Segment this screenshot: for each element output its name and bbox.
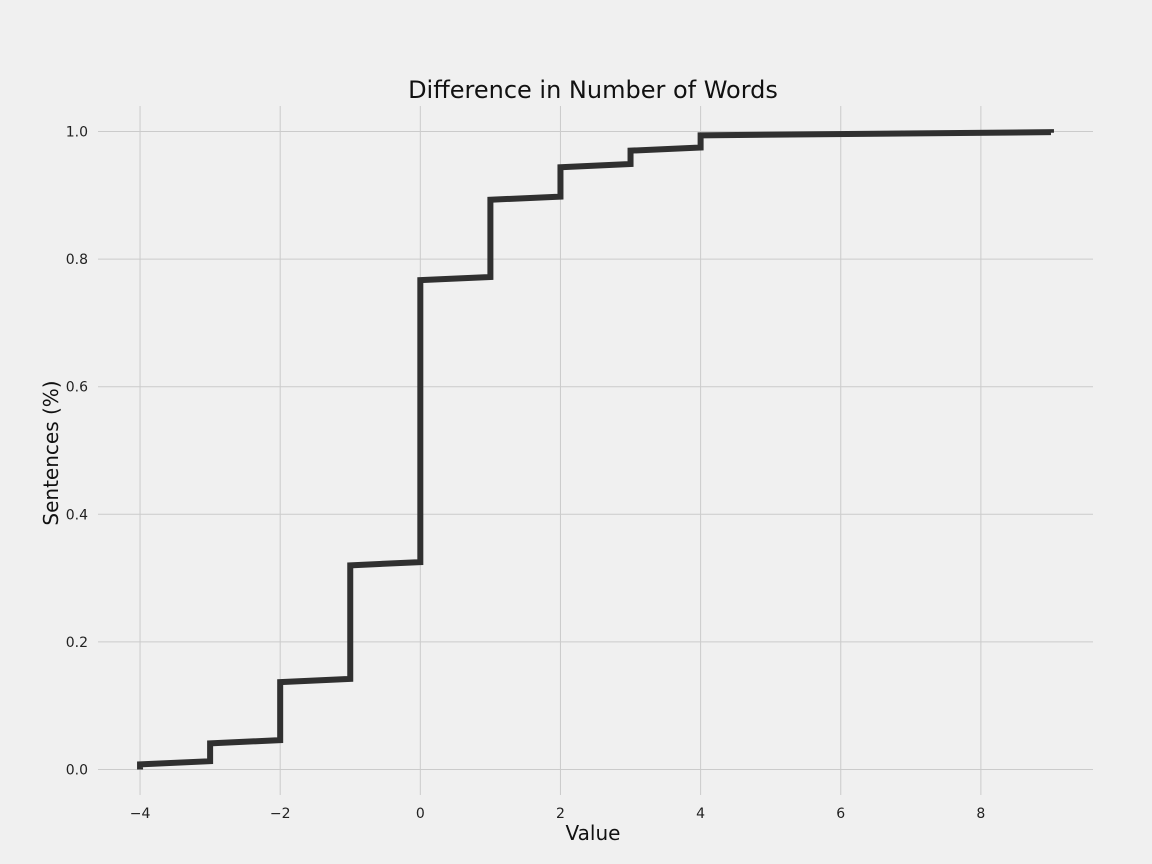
x-tick-label: −2 [270, 806, 291, 822]
x-tick-label: 6 [836, 806, 845, 822]
y-tick-label: 1.0 [66, 125, 88, 141]
y-axis-label: Sentences (%) [39, 380, 63, 525]
y-tick-label: 0.0 [66, 762, 88, 778]
x-tick-label: −4 [130, 806, 151, 822]
x-tick-label: 8 [976, 806, 985, 822]
x-tick-label: 4 [696, 806, 705, 822]
y-tick-label: 0.6 [66, 380, 88, 396]
x-tick-labels: −4 −2 0 2 4 6 8 [130, 806, 986, 822]
series-layer [137, 129, 1054, 770]
ecdf-step-line [137, 129, 1054, 770]
chart-title: Difference in Number of Words [408, 76, 778, 104]
y-tick-labels: 0.0 0.2 0.4 0.6 0.8 1.0 [66, 125, 88, 779]
x-tick-label: 0 [416, 806, 425, 822]
y-tick-label: 0.8 [66, 252, 88, 268]
y-tick-label: 0.4 [66, 507, 88, 523]
x-tick-label: 2 [556, 806, 565, 822]
y-tick-label: 0.2 [66, 635, 88, 651]
x-axis-label: Value [566, 821, 621, 845]
